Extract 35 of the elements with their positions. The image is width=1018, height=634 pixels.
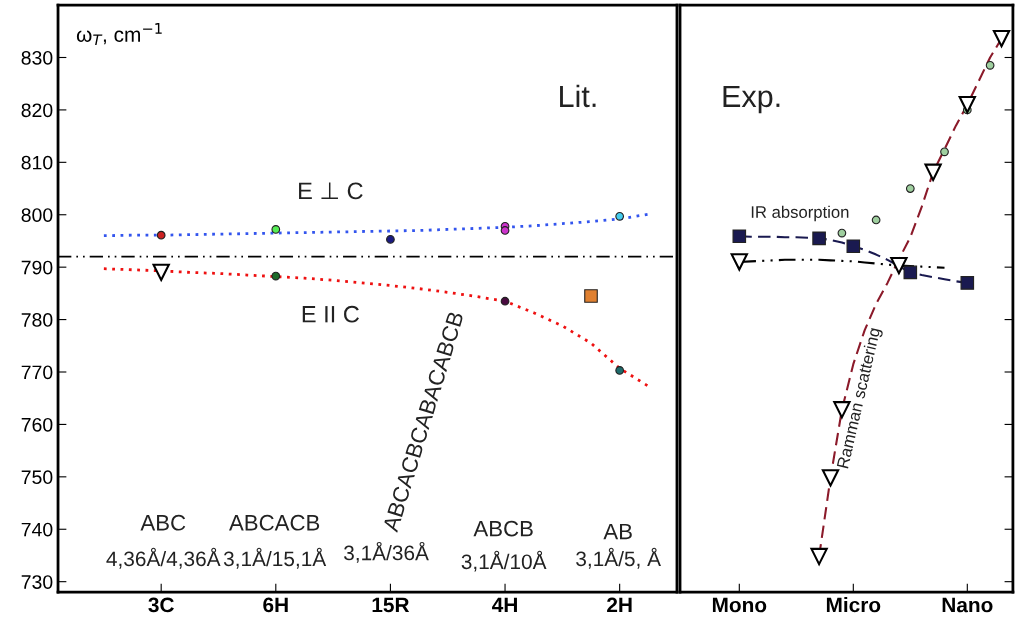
x-tick-label: 4H: [492, 597, 517, 613]
y-tick-label: 820: [21, 103, 53, 118]
x-tick-label: 6H: [263, 597, 288, 613]
x-tick-label: 3C: [148, 597, 174, 613]
annotation: E ⊥ C: [299, 182, 363, 200]
annotation: 3,1Å/15,1Å: [223, 547, 327, 569]
annotation: Exp.: [723, 85, 780, 114]
y-tick-label: 740: [21, 522, 53, 537]
annotation: 3,1Å/5, Å: [576, 547, 661, 569]
x-tick-label: Mono: [712, 597, 767, 613]
y-axis-title: ω$_{T}$, cm$^{−1}$: [76, 23, 162, 46]
y-tick-label: 770: [21, 365, 53, 380]
y-tick-label: 800: [21, 208, 53, 222]
annotation: E II C: [302, 305, 359, 323]
annotation: 4,36Å/4,36Å: [106, 547, 221, 569]
y-tick-label: 790: [21, 260, 53, 275]
annotation: ABCACB: [229, 514, 320, 531]
annotation: Ramman scattering: [836, 327, 884, 470]
annotation: AB: [603, 523, 632, 540]
x-tick-label: Nano: [942, 597, 993, 613]
annotation: Lit.: [560, 84, 596, 108]
y-tick-label: 780: [21, 313, 53, 327]
annotation: IR absorption: [751, 205, 849, 222]
annotation: ABCB: [473, 520, 533, 537]
annotation: 3,1Å/36Å: [344, 541, 429, 563]
annotation: ABC: [140, 514, 186, 531]
x-tick-label: 15R: [372, 597, 410, 613]
y-tick-label: 760: [21, 417, 53, 432]
x-tick-label: Micro: [826, 597, 881, 613]
x-tick-label: 2H: [607, 597, 632, 613]
annotation: 3,1Å/10Å: [461, 550, 547, 572]
y-tick-label: 730: [21, 575, 53, 589]
y-tick-label: 830: [21, 50, 53, 65]
y-tick-label: 750: [21, 470, 53, 485]
y-tick-label: 810: [21, 155, 53, 170]
